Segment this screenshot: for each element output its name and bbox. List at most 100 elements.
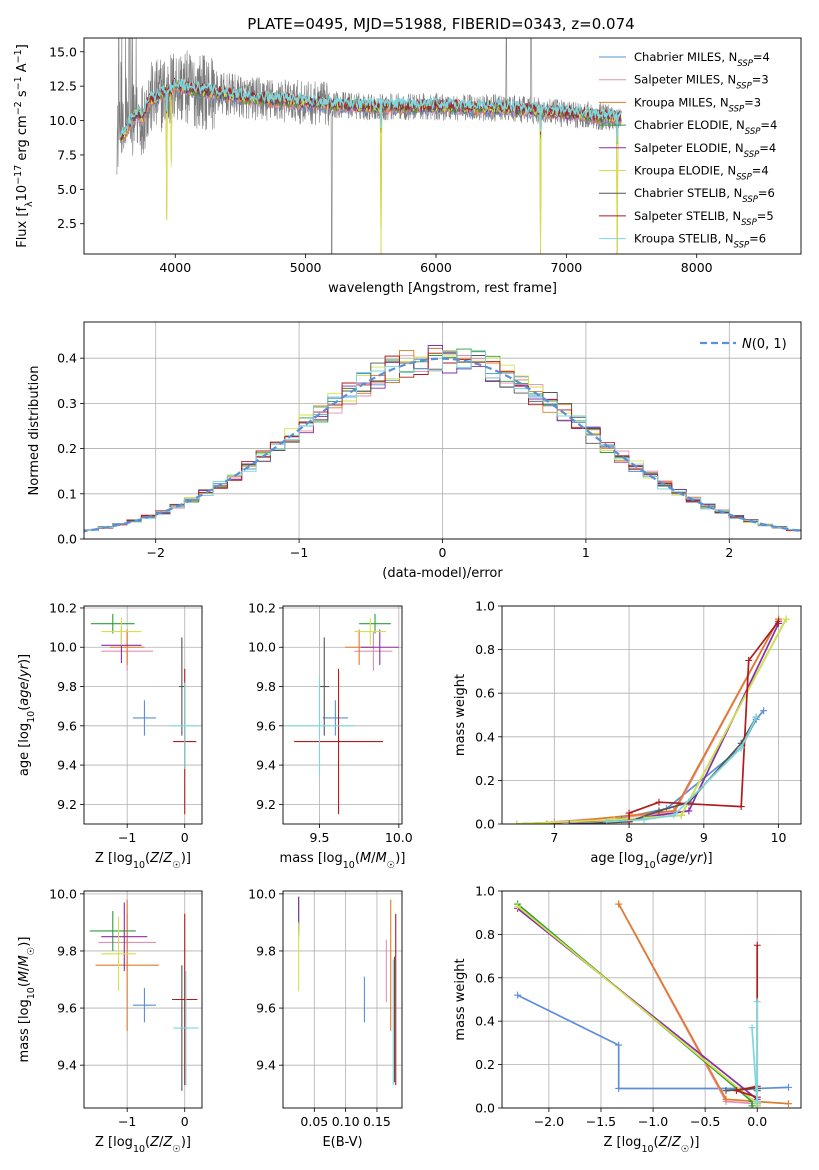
mass-weight-marker	[753, 1097, 761, 1105]
mass-weight-marker	[722, 1095, 730, 1103]
x-tick-label: 0	[181, 1114, 189, 1129]
y-tick-label: 1.0	[475, 884, 495, 899]
y-tick-label: 9.8	[57, 679, 77, 694]
y-tick-label: 0.3	[57, 396, 77, 411]
x-tick-label: −1.5	[586, 1114, 616, 1129]
x-tick-label: 6000	[420, 260, 452, 275]
mass-weight-line	[617, 903, 789, 1105]
normal-reference-curve	[84, 357, 801, 533]
mass-weight-marker	[753, 941, 761, 949]
y-tick-label: 0.4	[475, 729, 495, 744]
y-tick-label: 10.0	[49, 886, 77, 901]
mass-weight-marker	[655, 798, 663, 806]
mass-weight-marker	[745, 657, 753, 664]
legend-entry: Kroupa ELODIE, NSSP=4	[634, 164, 769, 183]
y-tick-label: 9.6	[256, 1001, 276, 1016]
mass-weight-marker	[737, 744, 745, 752]
legend-entry: N(0, 1)	[742, 337, 787, 352]
y-tick-label: 9.8	[57, 943, 77, 958]
x-tick-label: 0.10	[332, 1114, 360, 1129]
panel-residuals: −2 −1 0 1 2 0.0 0.1 0.2 0.3 0.4 (data-model)/error…	[27, 321, 802, 581]
y-tick-label: 12.5	[49, 79, 77, 94]
axes-frame	[83, 37, 802, 255]
legend-entry: Chabrier MILES, NSSP=4	[634, 50, 770, 69]
plot-area-age_vs_mass	[284, 613, 399, 815]
y-tick-label: 7.5	[57, 147, 77, 162]
mass-weight-marker	[784, 1100, 792, 1108]
plot-area-mass_vs_Z	[89, 899, 199, 1091]
x-tick-label: 1	[582, 545, 590, 560]
mass-weight-line	[617, 903, 758, 1105]
mass-weight-marker	[782, 615, 790, 623]
y-tick-label: 9.4	[256, 1058, 276, 1073]
mass-weight-marker	[625, 818, 633, 824]
y-tick-label: 9.2	[256, 797, 276, 812]
y-tick-label: 2.5	[57, 216, 77, 231]
legend-entry: Chabrier STELIB, NSSP=6	[634, 186, 775, 205]
mass-weight-line	[751, 1001, 759, 1104]
legend-entry: Kroupa STELIB, NSSP=6	[634, 232, 766, 251]
x-axis-label: E(B-V)	[322, 1135, 362, 1150]
y-axis-label: age [log10(age/yr)]	[17, 654, 37, 776]
y-tick-label: 1.0	[475, 599, 495, 614]
mass-weight-marker	[722, 1087, 730, 1095]
y-tick-label: 9.4	[57, 1058, 77, 1073]
axes-frame	[83, 890, 203, 1109]
mass-weight-line	[516, 618, 787, 824]
y-tick-label: 0.6	[475, 970, 495, 985]
x-tick-label: 5000	[290, 260, 322, 275]
x-tick-label: −0.5	[690, 1114, 720, 1129]
x-tick-label: −2.0	[534, 1114, 564, 1129]
x-axis-label: age [log10(age/yr)]	[590, 851, 712, 871]
mass-weight-marker	[603, 818, 611, 824]
y-tick-label: 5.0	[57, 182, 77, 197]
x-axis-label: Z [log10(Z/Z☉)]	[95, 851, 191, 871]
mass-weight-line	[569, 716, 757, 824]
mass-weight-line	[516, 623, 780, 824]
x-tick-label: 7000	[550, 260, 582, 275]
legend-entry: Salpeter STELIB, NSSP=5	[634, 209, 774, 228]
x-axis-label: wavelength [Angstrom, rest frame]	[328, 281, 557, 296]
axes-frame	[501, 605, 802, 825]
mass-weight-marker	[625, 809, 633, 817]
mass-weight-marker	[677, 811, 685, 819]
x-axis-label: Z [log10(Z/Z☉)]	[95, 1135, 191, 1155]
y-tick-label: 0.4	[475, 1014, 495, 1029]
panel-mass_vs_EBV: 0.05 0.10 0.15 9.4 9.6 9.8 10.0 E(B-V)	[248, 886, 403, 1150]
x-axis-label: (data-model)/error	[382, 566, 503, 581]
y-axis-label: Normed distribution	[27, 366, 42, 496]
x-tick-label: 10	[771, 830, 787, 845]
spectrum-observed	[116, 38, 622, 254]
mass-weight-marker	[737, 803, 745, 811]
mass-weight-marker	[513, 820, 521, 824]
mass-weight-marker	[670, 811, 678, 819]
x-tick-label: 0.05	[300, 1114, 328, 1129]
mass-weight-marker	[543, 820, 551, 824]
y-tick-label: 0.8	[475, 642, 495, 657]
mass-weight-marker	[752, 713, 760, 721]
y-axis-label: mass weight	[453, 958, 468, 1040]
y-tick-label: 0.4	[57, 351, 77, 366]
axes-frame	[501, 890, 802, 1109]
plot-area-residuals	[84, 345, 801, 533]
x-axis-label: mass [log10(M/M☉)]	[280, 851, 406, 871]
y-tick-label: 0.2	[475, 773, 495, 788]
x-tick-label: 8	[625, 830, 633, 845]
y-tick-label: 10.0	[248, 886, 276, 901]
panel-spectrum: 4000 5000 6000 7000 8000 2.5 5.0 7.5 10.0 12.5 15.…	[13, 37, 802, 296]
x-tick-label: 0	[181, 830, 189, 845]
y-tick-label: 10.0	[49, 640, 77, 655]
panel-age_vs_mass: 9.5 10.0 9.2 9.4 9.6 9.8 10.0 10.2 mass [log10(M…	[248, 600, 413, 870]
y-tick-label: 0.2	[57, 441, 77, 456]
panel-weight_vs_age: 7 8 9 10 0.0 0.2 0.4 0.6 0.8 1.0 age [log10(age/yr…	[453, 599, 802, 871]
mass-weight-marker	[615, 1084, 623, 1092]
plot-area-weight_vs_age	[513, 615, 790, 824]
y-tick-label: 10.0	[248, 640, 276, 655]
x-tick-label: −1	[118, 830, 136, 845]
y-tick-label: 0.6	[475, 686, 495, 701]
mass-weight-marker	[748, 1024, 756, 1032]
y-tick-label: 0.0	[57, 532, 77, 547]
x-tick-label: −1	[118, 1114, 136, 1129]
x-tick-label: 0.0	[747, 1114, 767, 1129]
